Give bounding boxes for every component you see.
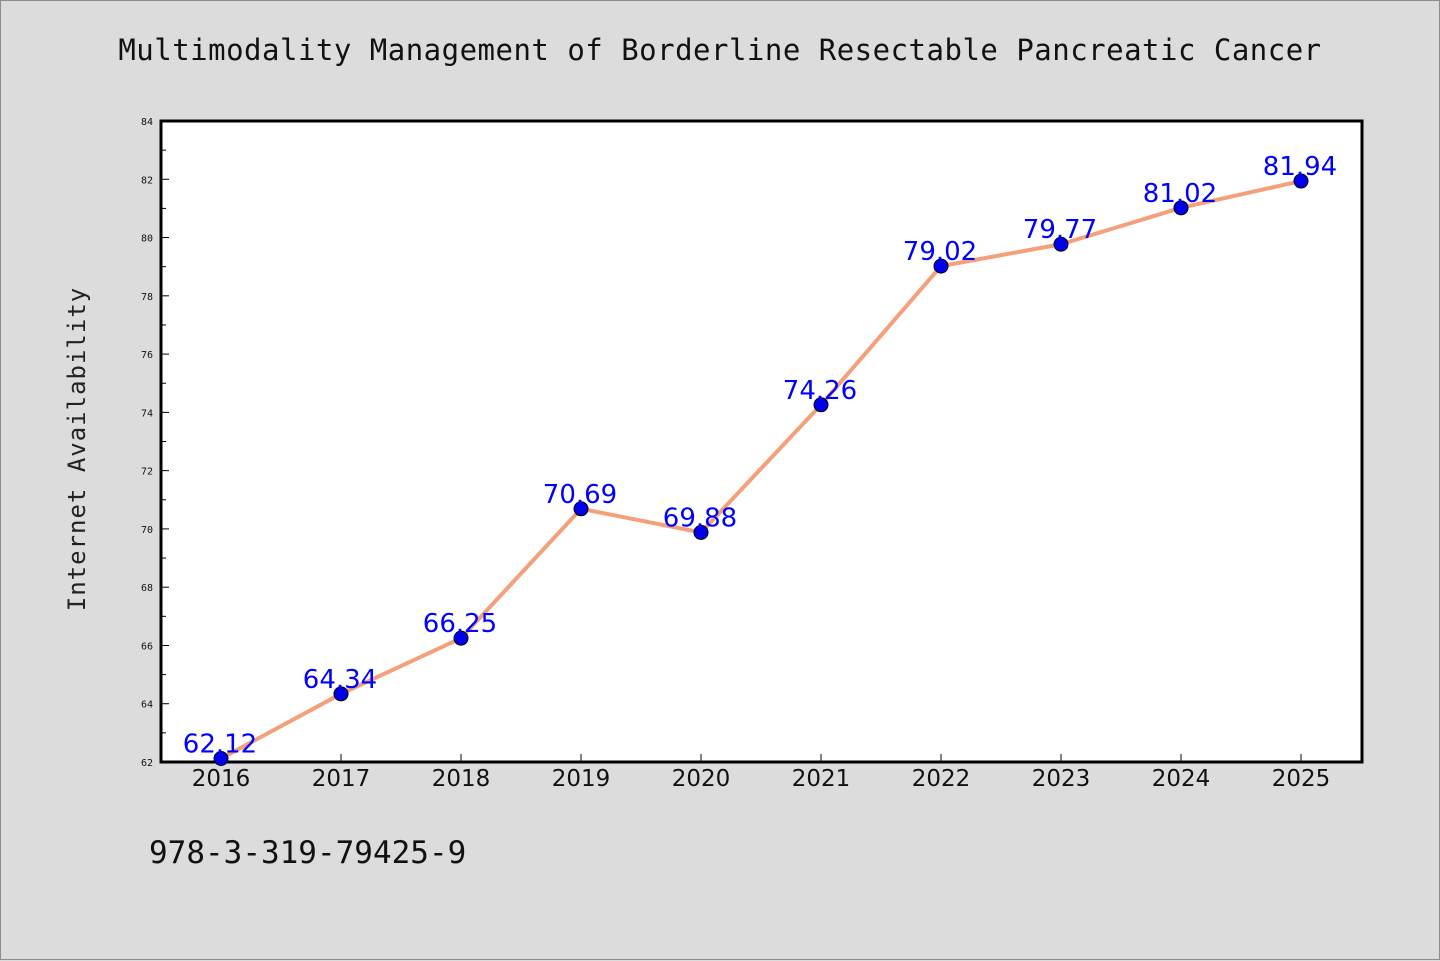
data-point <box>573 501 589 517</box>
y-tick-label: 66 <box>141 641 153 652</box>
x-tick-label: 2017 <box>312 766 371 792</box>
chart-title: Multimodality Management of Borderline R… <box>118 33 1322 67</box>
x-tick-label: 2020 <box>672 766 731 792</box>
data-label: 64.34 <box>303 665 377 695</box>
data-label: 66.25 <box>423 609 497 639</box>
y-tick-label: 82 <box>141 175 153 186</box>
y-tick-label: 68 <box>141 583 153 594</box>
y-tick-label: 72 <box>141 467 153 478</box>
x-tick-label: 2025 <box>1272 766 1331 792</box>
y-tick-label: 74 <box>141 408 153 419</box>
x-tick-label: 2018 <box>432 766 491 792</box>
isbn-code: 978-3-319-79425-9 <box>149 835 467 871</box>
data-point <box>1053 236 1069 252</box>
series-line <box>219 179 1303 761</box>
data-point <box>933 258 949 274</box>
data-label: 70.69 <box>543 480 617 510</box>
data-label: 79.02 <box>903 237 977 267</box>
data-label: 79.77 <box>1023 215 1097 245</box>
y-tick-label: 64 <box>141 700 153 711</box>
y-tick-label: 84 <box>141 117 153 128</box>
data-point <box>453 630 469 646</box>
data-label: 81.02 <box>1143 179 1217 209</box>
x-tick-label: 2022 <box>912 766 971 792</box>
data-point <box>213 751 229 767</box>
data-point <box>1173 200 1189 216</box>
y-tick-label: 76 <box>141 350 153 361</box>
data-point <box>1293 173 1309 189</box>
data-point <box>813 397 829 413</box>
data-label: 69.88 <box>663 503 737 533</box>
y-tick-label: 62 <box>141 758 153 769</box>
y-tick-label: 80 <box>141 234 153 245</box>
y-tick-label: 70 <box>141 525 153 536</box>
x-tick-label: 2021 <box>792 766 851 792</box>
x-tick-label: 2016 <box>192 766 251 792</box>
data-label: 81.94 <box>1263 152 1337 182</box>
data-label: 62.12 <box>183 730 257 760</box>
data-point <box>333 686 349 702</box>
data-label: 74.26 <box>783 376 857 406</box>
plot-area <box>159 119 1364 764</box>
data-point <box>693 524 709 540</box>
x-tick-label: 2024 <box>1152 766 1211 792</box>
y-tick-label: 78 <box>141 292 153 303</box>
x-tick-label: 2019 <box>552 766 611 792</box>
y-axis-label: Internet Availability <box>63 287 91 611</box>
x-tick-label: 2023 <box>1032 766 1091 792</box>
